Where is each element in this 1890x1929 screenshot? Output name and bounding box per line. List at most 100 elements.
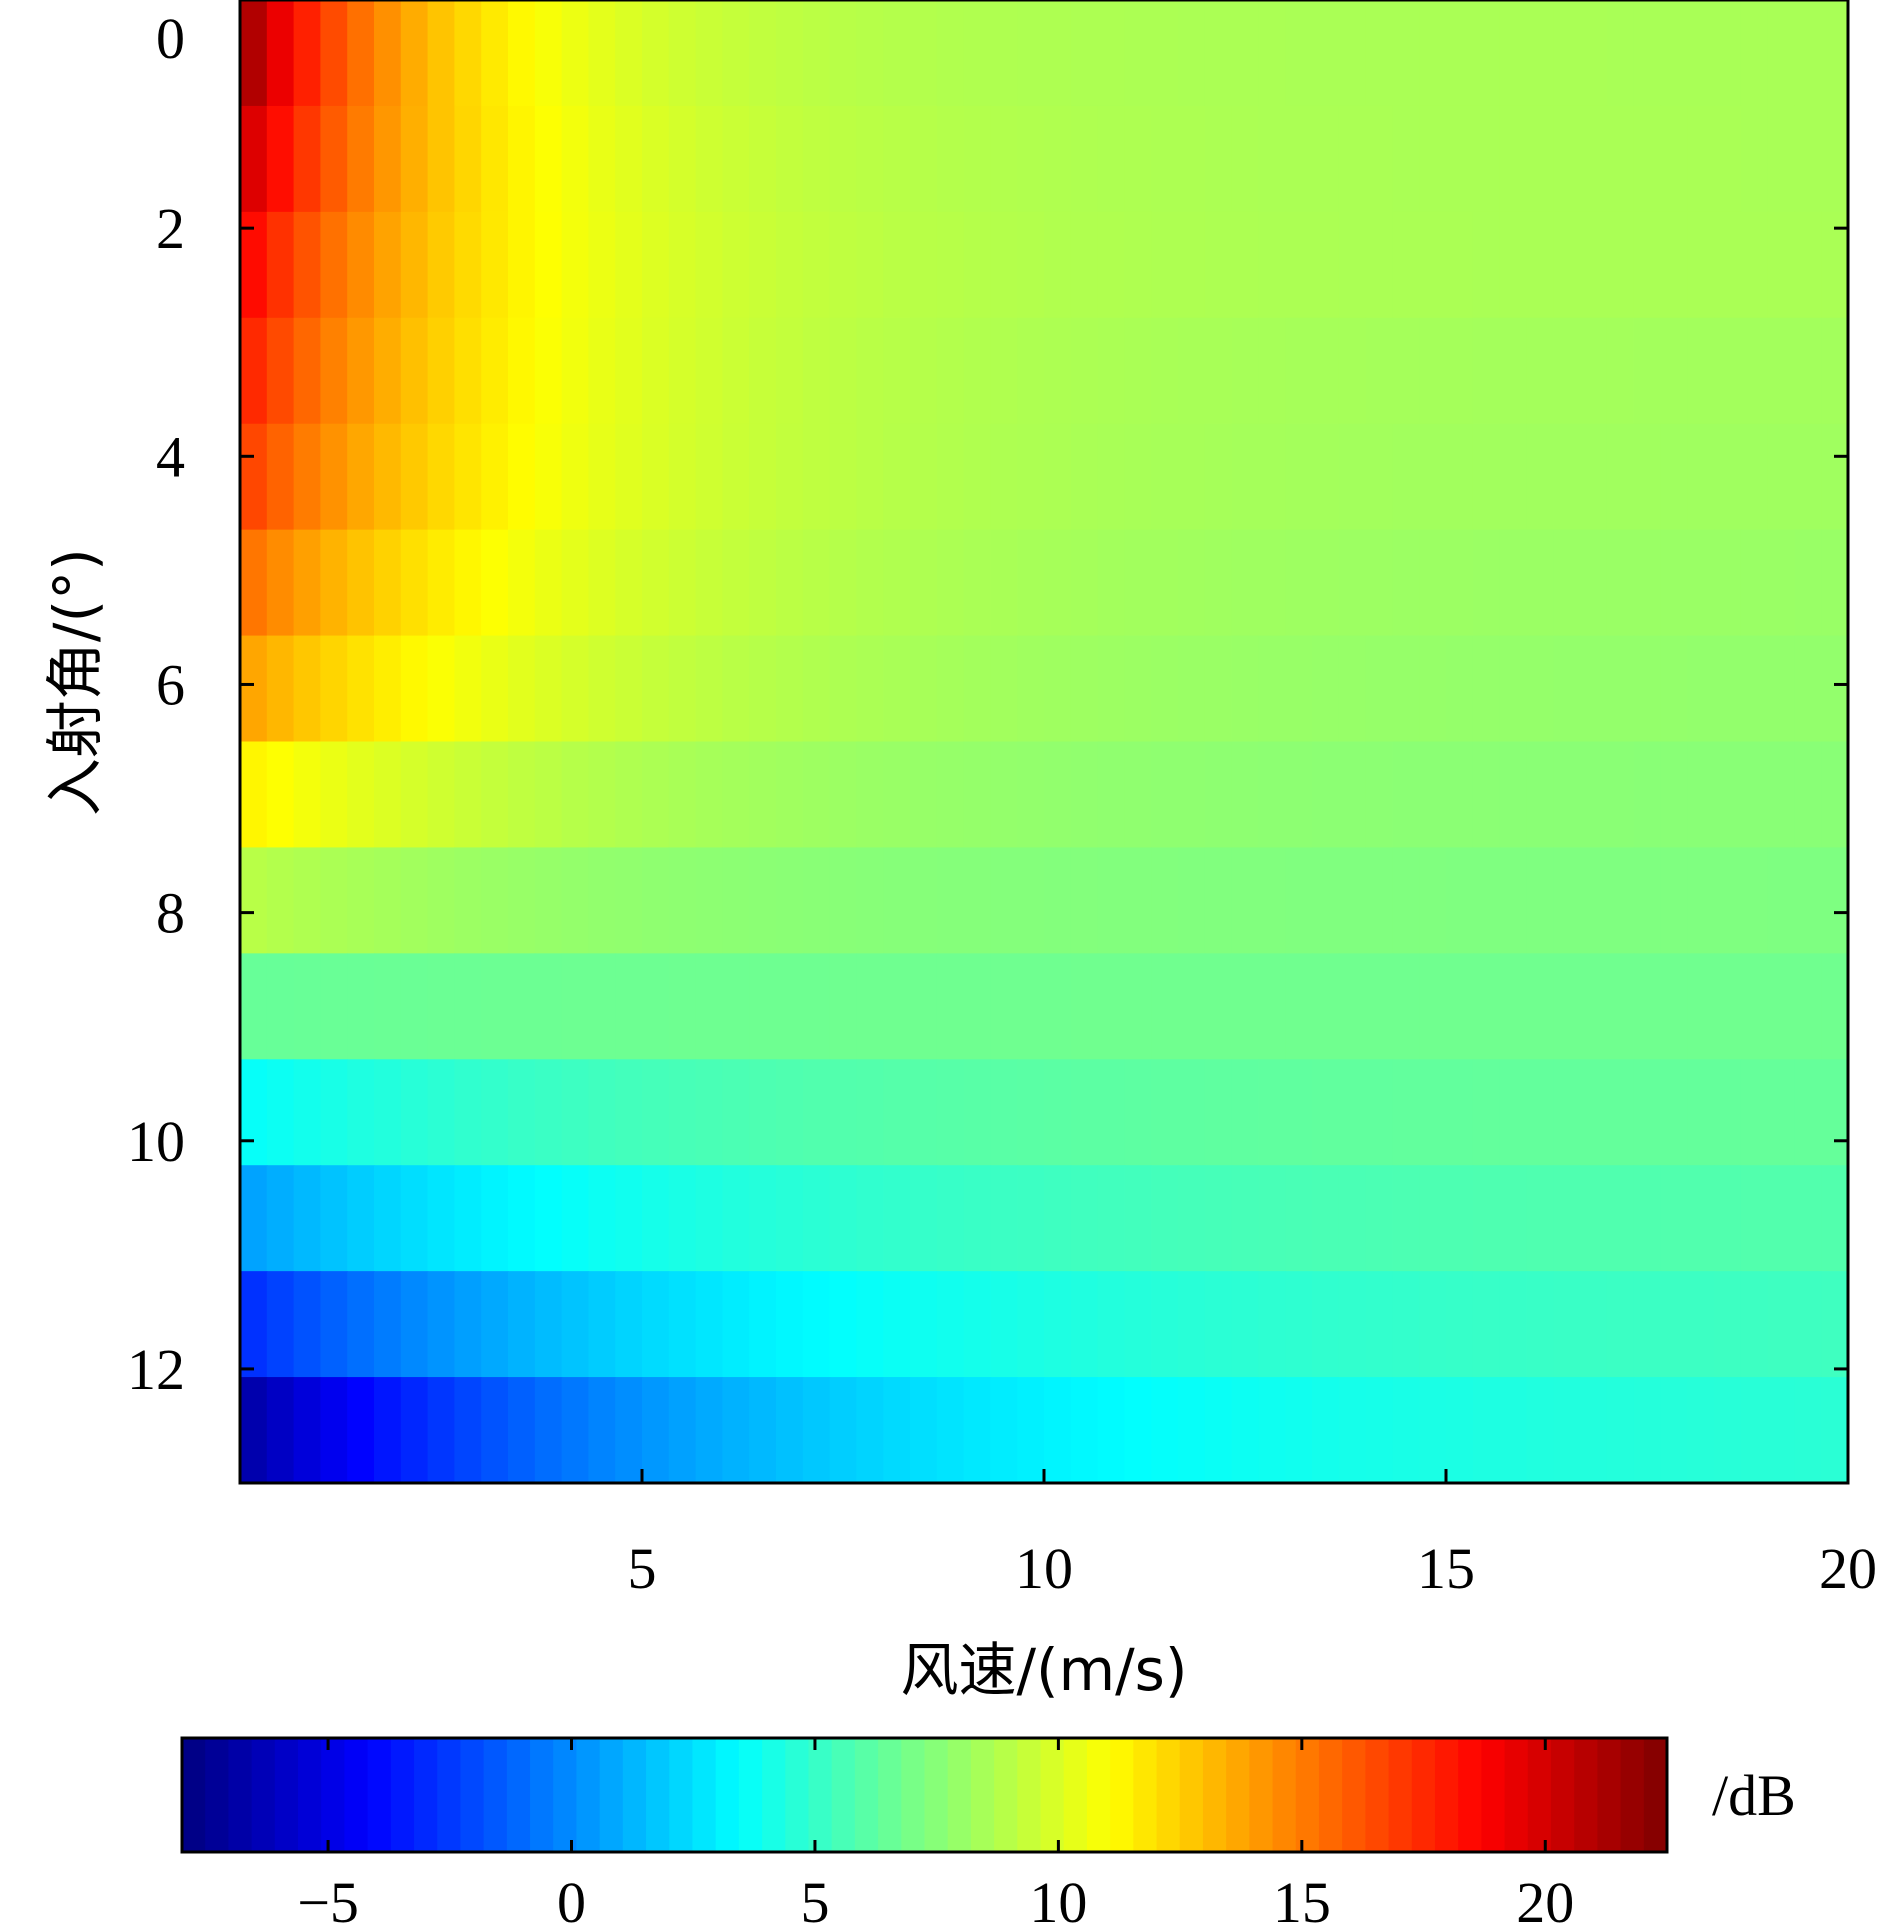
heatmap-cell	[1580, 635, 1608, 743]
heatmap-cell	[1017, 1165, 1045, 1272]
colorbar-swatch	[831, 1738, 856, 1852]
colorbar-swatch	[1202, 1738, 1227, 1852]
heatmap-cell	[374, 847, 402, 955]
colorbar-swatch	[205, 1738, 230, 1852]
heatmap-cell	[695, 1271, 724, 1378]
heatmap-cell	[963, 105, 992, 213]
heatmap-cell	[1419, 1271, 1447, 1378]
heatmap-cell	[1526, 1165, 1554, 1272]
heatmap-cell	[1767, 529, 1796, 637]
heatmap-cell	[1285, 529, 1313, 637]
heatmap-cell	[1365, 529, 1394, 637]
heatmap-cell	[347, 635, 375, 743]
colorbar-swatch	[1226, 1738, 1251, 1852]
heatmap-cell	[642, 953, 670, 1061]
colorbar-swatch	[553, 1738, 578, 1852]
heatmap-cell	[695, 423, 724, 531]
x-tick-label: 10	[1015, 1536, 1073, 1601]
heatmap-cell	[1472, 847, 1501, 955]
heatmap-cell	[427, 105, 456, 213]
colorbar-swatch	[1179, 1738, 1204, 1852]
heatmap-cell	[1499, 741, 1528, 849]
colorbar-swatch	[622, 1738, 647, 1852]
heatmap-cell	[1660, 211, 1688, 319]
heatmap-cell	[1633, 1165, 1662, 1272]
heatmap-cell	[1204, 741, 1233, 849]
y-tick-label: 8	[156, 881, 185, 946]
heatmap-cell	[374, 529, 402, 637]
colorbar-swatch	[390, 1738, 415, 1852]
heatmap-cell	[1044, 1377, 1072, 1484]
heatmap-cell	[1821, 529, 1849, 637]
colorbar-swatch	[298, 1738, 323, 1852]
colorbar-swatch	[321, 1738, 346, 1852]
colorbar-swatch	[1086, 1738, 1111, 1852]
heatmap-cell	[240, 953, 268, 1061]
heatmap-cell	[936, 1165, 965, 1272]
heatmap-cell	[454, 211, 482, 319]
heatmap-cell	[1419, 105, 1447, 213]
heatmap-cell	[1312, 317, 1340, 425]
heatmap-cell	[534, 423, 563, 531]
heatmap-cell	[1097, 105, 1126, 213]
heatmap-cell	[856, 1165, 884, 1272]
heatmap-cell	[1178, 529, 1206, 637]
colorbar-swatch	[970, 1738, 995, 1852]
heatmap-cell	[1526, 423, 1554, 531]
heatmap-cell	[1740, 847, 1769, 955]
heatmap-cell	[1151, 953, 1179, 1061]
heatmap-cell	[1580, 1059, 1608, 1167]
heatmap-cell	[990, 741, 1018, 849]
heatmap-cell	[1660, 635, 1688, 743]
x-axis-label: 风速/(m/s)	[900, 1636, 1187, 1704]
heatmap-cell	[1312, 1377, 1340, 1484]
heatmap-cell	[1767, 317, 1796, 425]
heatmap-cell	[1526, 847, 1554, 955]
heatmap-cell	[1017, 953, 1045, 1061]
colorbar-swatch	[274, 1738, 299, 1852]
heatmap-cell	[534, 317, 563, 425]
heatmap-cell	[1687, 317, 1715, 425]
heatmap-cell	[936, 1059, 965, 1167]
heatmap-cell	[695, 1377, 724, 1484]
heatmap-cell	[1687, 741, 1715, 849]
heatmap-cell	[534, 1165, 563, 1272]
heatmap-cell	[293, 1165, 322, 1272]
heatmap-cell	[1740, 529, 1769, 637]
heatmap-cell	[1499, 423, 1528, 531]
colorbar-swatch	[715, 1738, 740, 1852]
heatmap-cell	[1472, 635, 1501, 743]
heatmap-cell	[1660, 1165, 1688, 1272]
heatmap-cell	[1392, 953, 1420, 1061]
heatmap-cell	[1606, 1165, 1635, 1272]
heatmap-cell	[1767, 953, 1796, 1061]
heatmap-cell	[910, 105, 938, 213]
heatmap-cell	[1338, 847, 1367, 955]
heatmap-cell	[1258, 1271, 1286, 1378]
heatmap-cell	[1821, 1377, 1849, 1484]
heatmap-cell	[1124, 1165, 1152, 1272]
heatmap-cell	[508, 1165, 536, 1272]
y-tick-label: 0	[156, 6, 185, 71]
heatmap-cell	[1151, 317, 1179, 425]
heatmap-cell	[668, 317, 697, 425]
heatmap-cell	[776, 1059, 804, 1167]
heatmap-cell	[883, 1059, 911, 1167]
heatmap-cell	[1580, 211, 1608, 319]
heatmap-cell	[1472, 105, 1501, 213]
heatmap-cell	[1714, 1377, 1742, 1484]
heatmap-cell	[1338, 1059, 1367, 1167]
heatmap-cell	[856, 1271, 884, 1378]
colorbar-swatch	[1133, 1738, 1158, 1852]
heatmap-cell	[481, 1271, 509, 1378]
heatmap-cell	[1580, 1377, 1608, 1484]
heatmap-cell	[266, 211, 295, 319]
heatmap-cell	[293, 317, 322, 425]
heatmap-cell	[1178, 953, 1206, 1061]
colorbar-swatch	[460, 1738, 485, 1852]
heatmap-cell	[1151, 423, 1179, 531]
heatmap-cell	[400, 1059, 429, 1167]
heatmap-cell	[588, 0, 616, 107]
heatmap-cell	[588, 317, 616, 425]
heatmap-cell	[1633, 105, 1662, 213]
